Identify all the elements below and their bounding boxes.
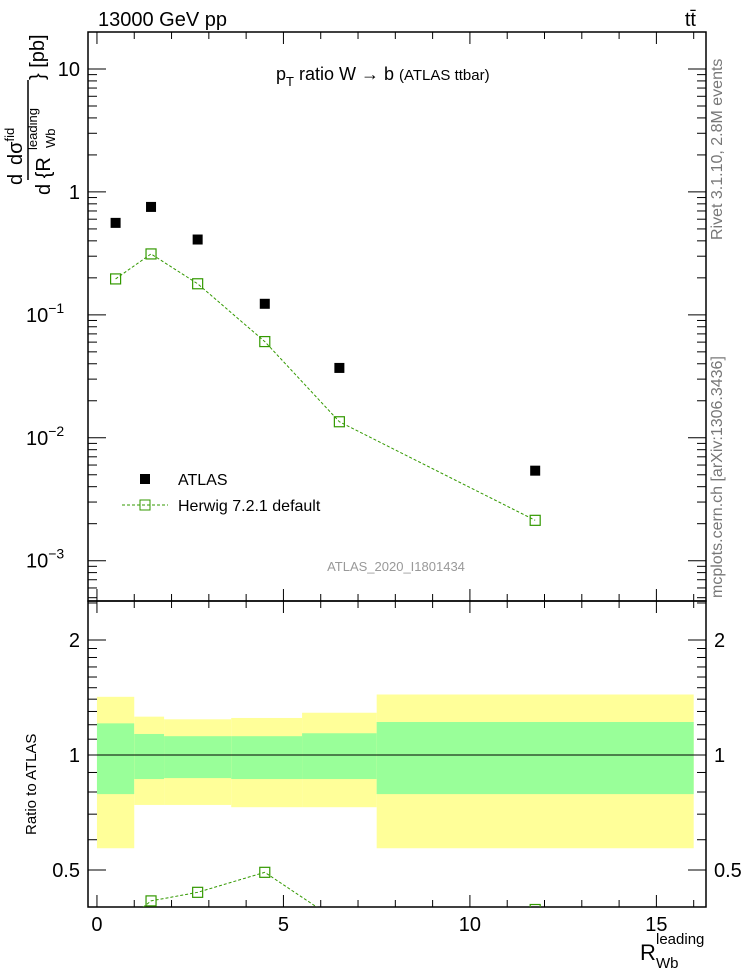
herwig-ratio-point xyxy=(529,903,541,907)
svg-text:dσfid: dσfid xyxy=(2,128,27,165)
ratio-band-1sigma xyxy=(96,723,135,795)
ratio-band-1sigma xyxy=(231,736,303,780)
atlas-point xyxy=(334,362,345,373)
atlas-point xyxy=(530,465,541,476)
herwig-ratio-point xyxy=(259,866,271,878)
herwig-point xyxy=(259,335,271,348)
herwig-point xyxy=(109,273,122,285)
svg-text:Wb: Wb xyxy=(656,955,679,972)
mcplots-credit: mcplots.cern.ch [arXiv:1306.3436] xyxy=(709,356,726,598)
herwig-ratio-point xyxy=(192,886,204,898)
y-tick-label: 10 xyxy=(58,59,80,81)
main-plot-frame xyxy=(87,31,707,602)
legend-herwig-marker xyxy=(139,499,151,511)
x-tick-label: 10 xyxy=(459,914,481,936)
energy-label: 13000 GeV pp xyxy=(98,9,227,31)
x-tick-label: 15 xyxy=(645,914,667,936)
svg-text:R: R xyxy=(640,940,656,965)
ratio-band-1sigma xyxy=(302,733,377,780)
herwig-point xyxy=(333,416,345,428)
x-tick-label: 5 xyxy=(278,914,289,936)
atlas-point xyxy=(192,234,203,245)
svg-text:Wb: Wb xyxy=(43,129,58,149)
y-tick-label: 10−3 xyxy=(26,546,64,573)
x-axis-label: R Wb leading xyxy=(640,931,704,972)
legend-atlas-marker xyxy=(140,474,150,484)
y-tick-label: 1 xyxy=(69,182,80,204)
herwig-ratio-point xyxy=(111,924,121,934)
svg-text:leading: leading xyxy=(656,931,704,948)
svg-text:d {R: d {R xyxy=(33,157,55,195)
ratio-series xyxy=(111,866,541,934)
y-tick-label: 10−1 xyxy=(26,300,64,327)
herwig-ratio-point xyxy=(334,917,344,927)
legend-atlas-label: ATLAS xyxy=(178,472,228,489)
herwig-ratio-line xyxy=(142,871,318,907)
svg-text:} [pb]: } [pb] xyxy=(27,34,49,80)
ratio-y-tick-label-right: 2 xyxy=(714,630,725,652)
ratio-band-1sigma xyxy=(134,733,165,780)
analysis-id: ATLAS_2020_I1801434 xyxy=(327,559,465,574)
svg-text:pT ratio W → b (ATLAS ttbar): pT ratio W → b (ATLAS ttbar) xyxy=(276,64,490,89)
herwig-ratio-point xyxy=(145,895,157,907)
ratio-y-tick-label-left: 1 xyxy=(69,745,80,767)
atlas-point xyxy=(146,201,157,212)
herwig-line xyxy=(115,253,536,521)
svg-text:leading: leading xyxy=(25,108,40,150)
ratio-y-label: Ratio to ATLAS xyxy=(23,734,40,835)
ratio-plot-frame xyxy=(87,600,707,908)
x-tick-label: 0 xyxy=(91,914,102,936)
process-label: tt̄ xyxy=(685,9,697,31)
herwig-point xyxy=(529,514,541,526)
main-title: pT ratio W → b (ATLAS ttbar) xyxy=(276,64,490,89)
herwig-point xyxy=(192,278,204,290)
rivet-version: Rivet 3.1.10, 2.8M events xyxy=(709,59,726,240)
legend-herwig-label: Herwig 7.2.1 default xyxy=(178,498,321,515)
ratio-y-tick-label-left: 0.5 xyxy=(52,860,80,882)
ratio-y-tick-label-right: 0.5 xyxy=(714,860,742,882)
svg-text:d: d xyxy=(5,174,27,185)
legend: ATLAS Herwig 7.2.1 default xyxy=(122,472,321,515)
y-axis-label: d dσfid d {R leading Wb } [pb] xyxy=(2,34,58,195)
ratio-band-1sigma xyxy=(164,736,232,779)
herwig-point xyxy=(145,248,157,260)
atlas-point xyxy=(259,298,270,309)
ratio-y-tick-label-right: 1 xyxy=(714,745,725,767)
ratio-band-1sigma xyxy=(376,722,694,795)
ratio-y-tick-label-left: 2 xyxy=(69,630,80,652)
atlas-point xyxy=(110,217,121,228)
y-tick-label: 10−2 xyxy=(26,423,64,450)
